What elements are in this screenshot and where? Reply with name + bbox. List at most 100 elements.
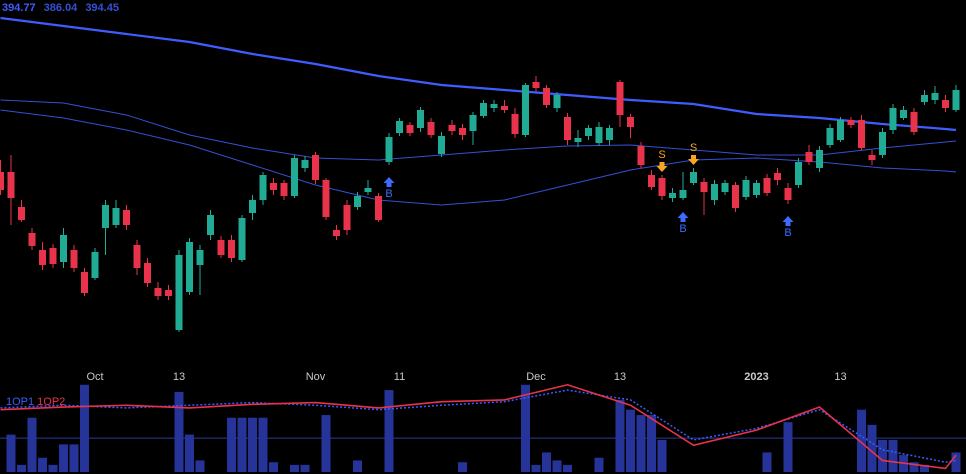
candle-body (469, 115, 477, 131)
candle-body (280, 183, 288, 196)
histogram-bar (59, 444, 68, 472)
histogram-bar (458, 462, 467, 472)
histogram-bar (174, 391, 184, 472)
candle-body (81, 272, 88, 293)
signal-label: S (658, 149, 665, 161)
candle-body (900, 110, 907, 118)
candle-body (721, 183, 729, 192)
candle-body (879, 132, 886, 155)
histogram-bar (636, 415, 646, 472)
candle-body (207, 215, 214, 235)
histogram-bar (290, 464, 299, 472)
histogram-bar (27, 417, 37, 472)
x-tick-label: 13 (834, 371, 846, 383)
histogram-bar (552, 460, 562, 472)
candle-body (816, 150, 823, 168)
histogram-bar (80, 384, 89, 472)
candle-body (165, 290, 172, 296)
candle-body (543, 88, 550, 105)
candle-body (490, 104, 498, 108)
candle-body (448, 125, 456, 131)
histogram-bar (783, 422, 793, 472)
indicator-line (0, 389, 957, 463)
candle-body (259, 175, 267, 200)
candle-body (658, 178, 666, 196)
histogram-bar (258, 417, 268, 472)
histogram-bar (542, 452, 551, 472)
histogram-bar (531, 464, 541, 472)
signal-label: S (690, 142, 697, 154)
candle-body (144, 263, 151, 283)
candle-body (375, 196, 382, 220)
histogram-bar (195, 460, 205, 472)
candle-body (333, 230, 340, 236)
candle-body (742, 180, 750, 197)
candle-body (91, 252, 99, 278)
candle-body (18, 207, 25, 220)
histogram-bar (17, 464, 26, 472)
candle-body (837, 120, 844, 140)
candle-body (406, 125, 414, 133)
histogram-bar (878, 439, 887, 472)
histogram-bar (48, 464, 58, 472)
candle-body (753, 183, 760, 195)
candle-body (417, 110, 424, 128)
candle-body (0, 172, 4, 190)
x-tick-label: 11 (394, 371, 405, 383)
candle-body (889, 108, 897, 130)
histogram-bar (920, 464, 929, 472)
ma-value: 394.77 (2, 2, 36, 14)
histogram-bar (857, 409, 866, 472)
candle-body (238, 218, 246, 260)
candle-body (154, 288, 162, 296)
candle-body (700, 182, 708, 192)
candle-body (585, 128, 592, 136)
candle-body (711, 184, 718, 200)
candle-body (102, 205, 109, 228)
candle-body (70, 250, 78, 268)
candle-body (868, 155, 876, 160)
signal-label: B (784, 227, 791, 239)
candle-body (826, 128, 834, 145)
candle-body (795, 162, 802, 185)
indicator-line (0, 383, 957, 470)
buy-arrow (677, 212, 689, 222)
histogram-bar (38, 457, 47, 472)
candle-body (616, 82, 624, 115)
candle-body (459, 128, 466, 135)
candle-body (606, 128, 613, 140)
candle-body (511, 114, 519, 134)
moving-average (0, 99, 957, 161)
candle-body (931, 93, 939, 100)
buy-arrow (782, 216, 794, 226)
candle-body (690, 172, 697, 183)
candle-body (501, 106, 508, 110)
candle-body (385, 137, 393, 162)
signal-label: B (679, 223, 686, 235)
candle-body (39, 250, 46, 265)
candle-body (427, 122, 435, 135)
histogram-bar (384, 390, 394, 472)
histogram-bar (594, 457, 604, 472)
histogram-bar (888, 439, 898, 472)
candle-body (627, 117, 634, 127)
histogram-bar (647, 415, 656, 472)
candle-body (921, 95, 928, 102)
histogram-bar (6, 434, 16, 472)
candle-body (301, 160, 309, 168)
histogram-bar (321, 415, 331, 472)
sell-arrow (656, 162, 668, 172)
candle-body (133, 245, 141, 268)
sell-arrow (688, 155, 699, 165)
histogram-bar (300, 464, 310, 472)
histogram-bar (237, 417, 247, 472)
histogram-bar (353, 460, 362, 472)
candle-body (637, 146, 645, 165)
candle-body (364, 188, 372, 192)
candle-body (396, 121, 403, 133)
candle-body (322, 180, 330, 217)
candle-body (774, 173, 781, 180)
candle-body (312, 155, 319, 180)
